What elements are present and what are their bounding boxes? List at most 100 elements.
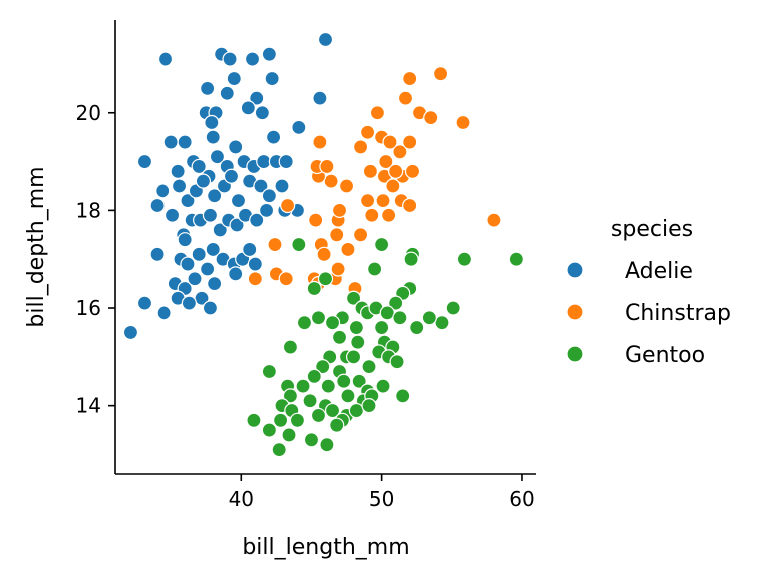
- scatter-point: [367, 261, 383, 277]
- scatter-point: [280, 197, 296, 214]
- scatter-point: [205, 241, 221, 258]
- scatter-point: [445, 300, 461, 316]
- scatter-point: [157, 51, 174, 67]
- scatter-point: [397, 90, 414, 106]
- scatter-point: [329, 417, 345, 433]
- legend-marker: [566, 345, 584, 363]
- scatter-point: [249, 212, 265, 228]
- legend-label: Adelie: [625, 259, 693, 284]
- scatter-point: [136, 153, 153, 170]
- scatter-point: [329, 227, 345, 243]
- scatter-point: [242, 241, 258, 258]
- scatter-point: [402, 197, 418, 214]
- scatter-point: [421, 310, 437, 326]
- scatter-point: [320, 378, 336, 394]
- scatter-point: [395, 388, 411, 404]
- scatter-point: [261, 188, 277, 204]
- scatter-point: [392, 144, 408, 160]
- scatter-point: [244, 51, 261, 67]
- scatter-point: [352, 139, 369, 155]
- scatter-point: [246, 412, 262, 428]
- scatter-point: [278, 271, 294, 287]
- scatter-point: [205, 129, 221, 145]
- scatter-point: [486, 212, 502, 228]
- scatter-point: [403, 251, 419, 267]
- scatter-point: [177, 134, 193, 150]
- scatter-point: [361, 359, 377, 375]
- scatter-point: [409, 319, 425, 336]
- scatter-point: [392, 310, 408, 326]
- scatter-point: [155, 183, 171, 199]
- scatter-point: [303, 432, 320, 448]
- scatter-point: [187, 271, 203, 287]
- scatter-point: [171, 178, 188, 194]
- y-axis-label: bill_depth_mm: [24, 166, 49, 327]
- scatter-point: [207, 276, 223, 292]
- scatter-point: [348, 319, 364, 336]
- scatter-point: [338, 178, 355, 194]
- scatter-point: [229, 217, 245, 233]
- scatter-point: [388, 295, 404, 311]
- scatter-point: [282, 339, 299, 355]
- scatter-point: [181, 295, 197, 311]
- scatter-point: [456, 251, 473, 267]
- x-tick-label: 50: [369, 487, 394, 511]
- scatter-point: [389, 354, 405, 370]
- scatter-point: [274, 178, 290, 194]
- scatter-point: [258, 202, 275, 218]
- scatter-point: [360, 124, 376, 140]
- scatter-point: [361, 398, 377, 414]
- scatter-point: [382, 134, 398, 150]
- scatter-point: [316, 246, 332, 262]
- scatter-point: [256, 153, 272, 170]
- scatter-point: [336, 373, 352, 389]
- scatter-point: [360, 193, 376, 209]
- x-axis-label: bill_length_mm: [242, 535, 409, 560]
- scatter-point: [302, 393, 318, 409]
- scatter-point: [423, 110, 439, 126]
- scatter-point: [291, 236, 307, 253]
- scatter-point: [156, 305, 172, 321]
- scatter-point: [295, 378, 311, 394]
- legend-label: Gentoo: [625, 343, 705, 368]
- scatter-point: [350, 334, 366, 350]
- scatter-point: [385, 178, 401, 194]
- scatter-point: [164, 207, 181, 223]
- scatter-point: [212, 222, 228, 238]
- scatter-point: [317, 271, 334, 287]
- scatter-point: [271, 441, 287, 458]
- x-tick-label: 40: [229, 487, 254, 511]
- scatter-point: [378, 153, 394, 170]
- scatter-point: [240, 100, 256, 116]
- scatter-point: [317, 31, 334, 48]
- scatter-point: [226, 70, 242, 87]
- scatter-point: [202, 207, 219, 223]
- scatter-point: [345, 290, 362, 306]
- scatter-point: [149, 246, 165, 262]
- series-gentoo: [246, 236, 524, 458]
- scatter-point: [379, 305, 395, 321]
- scatter-point: [296, 315, 313, 331]
- scatter-point: [219, 85, 235, 101]
- scatter-point: [312, 134, 328, 150]
- points-layer: [122, 31, 524, 458]
- scatter-point: [261, 46, 277, 62]
- scatter-point: [249, 90, 265, 106]
- scatter-point: [404, 163, 421, 179]
- scatter-point: [340, 241, 356, 258]
- scatter-point: [455, 114, 471, 131]
- scatter-point: [319, 158, 335, 175]
- scatter-point: [375, 193, 391, 209]
- scatter-point: [352, 227, 369, 243]
- y-tick-label: 14: [76, 394, 101, 418]
- scatter-point: [180, 256, 196, 272]
- scatter-point: [265, 129, 282, 145]
- scatter-point: [331, 329, 348, 345]
- y-ticks: 14 16 18 20: [76, 101, 115, 418]
- scatter-point: [308, 212, 324, 228]
- scatter-point: [281, 427, 297, 443]
- scatter-point: [180, 193, 196, 209]
- scatter-point: [306, 368, 322, 384]
- scatter-point: [402, 134, 418, 150]
- x-tick-label: 60: [509, 487, 534, 511]
